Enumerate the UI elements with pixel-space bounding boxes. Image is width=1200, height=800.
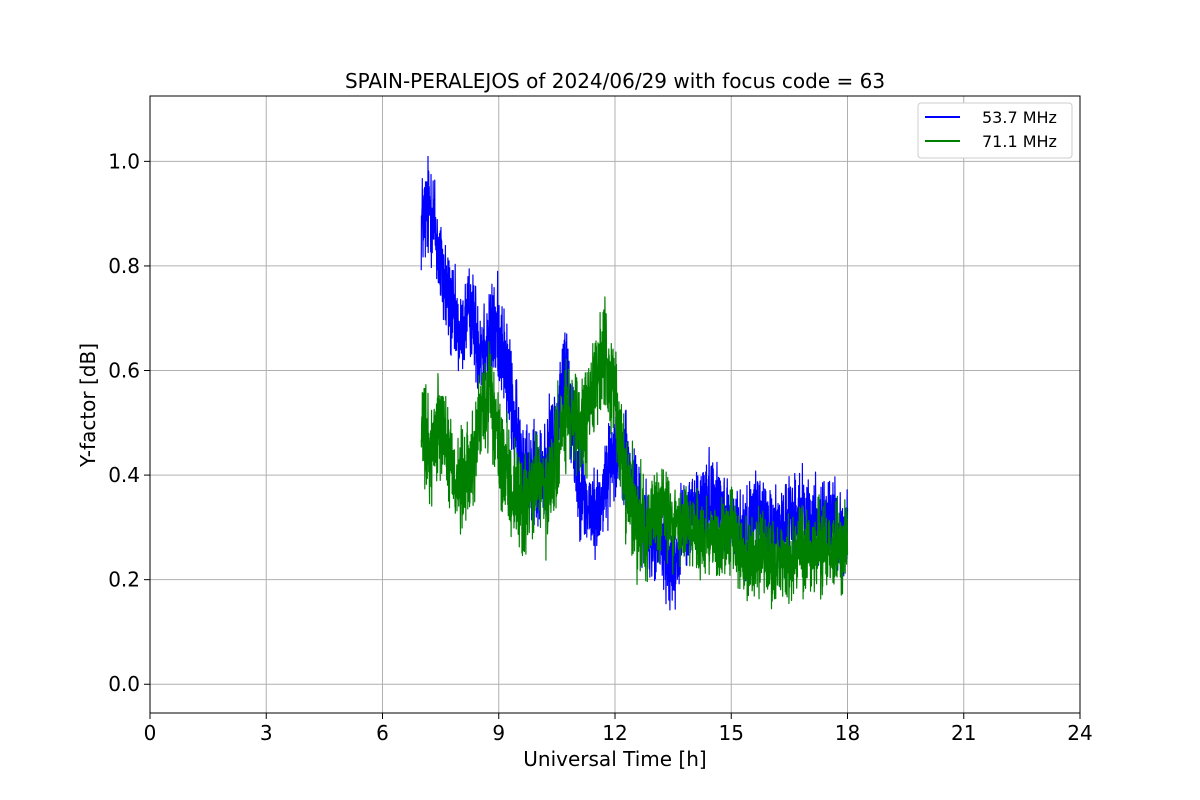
y-axis-label: Y-factor [dB] xyxy=(76,343,100,468)
chart-title: SPAIN-PERALEJOS of 2024/06/29 with focus… xyxy=(345,69,885,93)
y-tick-label: 0.2 xyxy=(108,568,140,592)
plot-series-area xyxy=(420,155,849,611)
y-tick-label: 0.6 xyxy=(108,359,140,383)
legend: 53.7 MHz 71.1 MHz xyxy=(917,102,1073,159)
x-tick-label: 3 xyxy=(260,721,273,745)
x-tick-label: 12 xyxy=(602,721,627,745)
x-tick-label: 0 xyxy=(144,721,157,745)
x-axis-ticks: 0 3 6 9 12 15 18 21 24 xyxy=(144,713,1093,745)
y-tick-label: 0.4 xyxy=(108,463,140,487)
legend-label-71-1-mhz: 71.1 MHz xyxy=(982,132,1057,151)
y-axis-ticks: 0.0 0.2 0.4 0.6 0.8 1.0 xyxy=(108,149,150,696)
x-tick-label: 6 xyxy=(376,721,389,745)
legend-label-53-7-mhz: 53.7 MHz xyxy=(982,108,1057,127)
y-tick-label: 1.0 xyxy=(108,149,140,173)
x-tick-label: 21 xyxy=(951,721,976,745)
series-line-71-1-mhz xyxy=(420,296,849,610)
x-tick-label: 9 xyxy=(492,721,505,745)
x-tick-label: 15 xyxy=(719,721,744,745)
y-tick-label: 0.0 xyxy=(108,672,140,696)
x-axis-label: Universal Time [h] xyxy=(523,747,706,771)
y-tick-label: 0.8 xyxy=(108,254,140,278)
x-tick-label: 24 xyxy=(1067,721,1092,745)
x-tick-label: 18 xyxy=(835,721,860,745)
